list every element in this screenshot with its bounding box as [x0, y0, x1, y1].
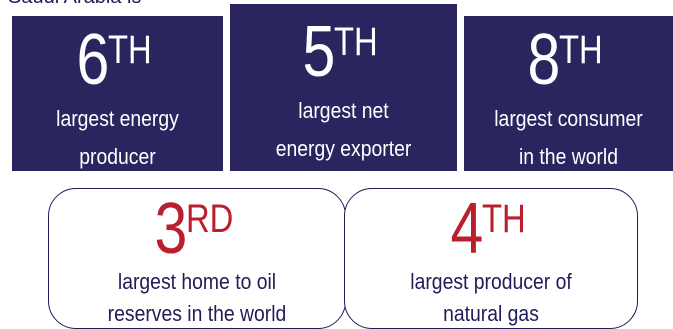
stat-description-line-1: largest consumer [494, 106, 643, 131]
rank-value: 5TH [230, 16, 457, 88]
rank-value: 6TH [12, 24, 223, 96]
stat-description-line-1: largest energy [56, 106, 179, 131]
rank-suffix: TH [334, 20, 379, 64]
stat-description-line-1: largest home to oil [117, 269, 277, 294]
stat-description-line-2: producer [79, 144, 156, 169]
stat-description-line-2: in the world [518, 144, 618, 169]
rank-number: 5 [302, 12, 336, 92]
stat-card-energy-producer: 6TH largest energy producer [12, 16, 223, 171]
rank-value: 8TH [464, 24, 673, 96]
rank-number: 8 [527, 20, 561, 100]
stat-card-oil-reserves: 3RD largest home to oil reserves in the … [48, 188, 346, 329]
stat-card-net-energy-exporter: 5TH largest net energy exporter [230, 4, 457, 171]
rank-number: 4 [450, 189, 483, 269]
header-cut-text: Saudi Arabia is [8, 0, 141, 9]
rank-suffix: TH [481, 197, 526, 241]
stat-card-natural-gas: 4TH largest producer of natural gas [344, 188, 638, 329]
rank-suffix: TH [108, 28, 153, 72]
stat-description-line-2: natural gas [443, 301, 539, 326]
rank-suffix: TH [559, 28, 604, 72]
stat-description-line-2: reserves in the world [107, 301, 287, 326]
stat-description-line-1: largest producer of [410, 269, 572, 294]
stat-description-line-2: energy exporter [275, 136, 412, 161]
rank-value: 3RD [49, 193, 345, 265]
rank-number: 3 [154, 189, 187, 269]
rank-suffix: RD [185, 197, 234, 241]
stat-description-line-1: largest net [298, 98, 389, 123]
rank-number: 6 [76, 20, 110, 100]
rank-value: 4TH [345, 193, 637, 265]
stat-card-consumer: 8TH largest consumer in the world [464, 16, 673, 171]
